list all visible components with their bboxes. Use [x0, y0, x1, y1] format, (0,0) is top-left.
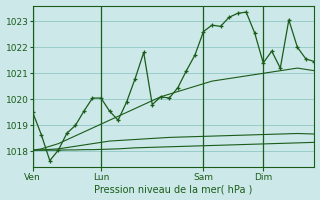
X-axis label: Pression niveau de la mer( hPa ): Pression niveau de la mer( hPa ) — [94, 184, 253, 194]
